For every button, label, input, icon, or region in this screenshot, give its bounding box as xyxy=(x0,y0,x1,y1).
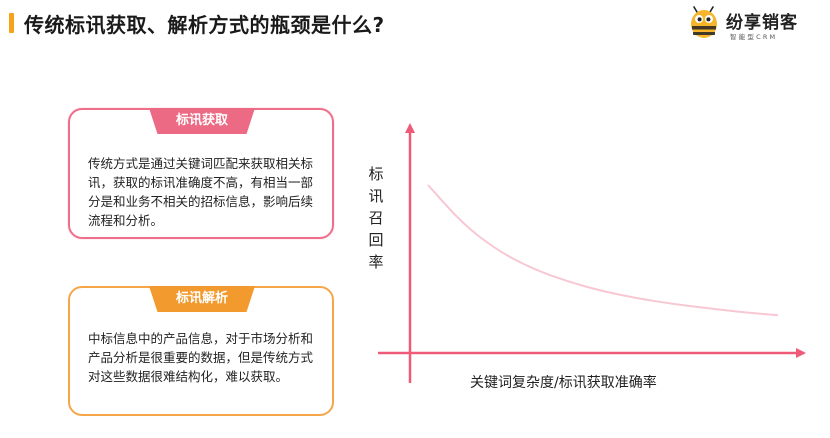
brand-logo: 纷享销客 智能型CRM xyxy=(688,6,828,44)
page-title: 传统标讯获取、解析方式的瓶颈是什么? xyxy=(24,13,385,37)
recall-curve xyxy=(427,184,779,317)
card-signal-parsing: 标讯解析 中标信息中的产品信息，对于市场分析和产品分析是很重要的数据，但是传统方… xyxy=(68,286,334,416)
card-body: 传统方式是通过关键词匹配来获取相关标讯，获取的标讯准确度不高，有相当一部分是和业… xyxy=(88,156,314,228)
y-axis-label-char: 回 xyxy=(368,231,384,249)
y-axis-label-char: 讯 xyxy=(368,187,384,205)
bee-mascot-icon xyxy=(691,6,717,38)
x-axis-label: 关键词复杂度/标讯获取准确率 xyxy=(470,375,657,391)
y-axis-label-char: 标 xyxy=(368,165,384,183)
card-tag: 标讯获取 xyxy=(149,108,255,134)
card-tag: 标讯解析 xyxy=(149,286,255,312)
title-accent-bar xyxy=(9,13,14,33)
logo-name: 纷享销客 xyxy=(726,13,798,33)
y-axis-label-char: 率 xyxy=(368,253,384,271)
logo-subtitle: 智能型CRM xyxy=(730,33,778,41)
y-axis-label: 标讯召回率 xyxy=(367,163,385,273)
y-axis-label-char: 召 xyxy=(368,209,384,227)
card-body: 中标信息中的产品信息，对于市场分析和产品分析是很重要的数据，但是传统方式对这些数… xyxy=(88,331,314,384)
card-signal-acquisition: 标讯获取 传统方式是通过关键词匹配来获取相关标讯，获取的标讯准确度不高，有相当一… xyxy=(68,108,334,239)
recall-curve-chart xyxy=(378,123,806,383)
